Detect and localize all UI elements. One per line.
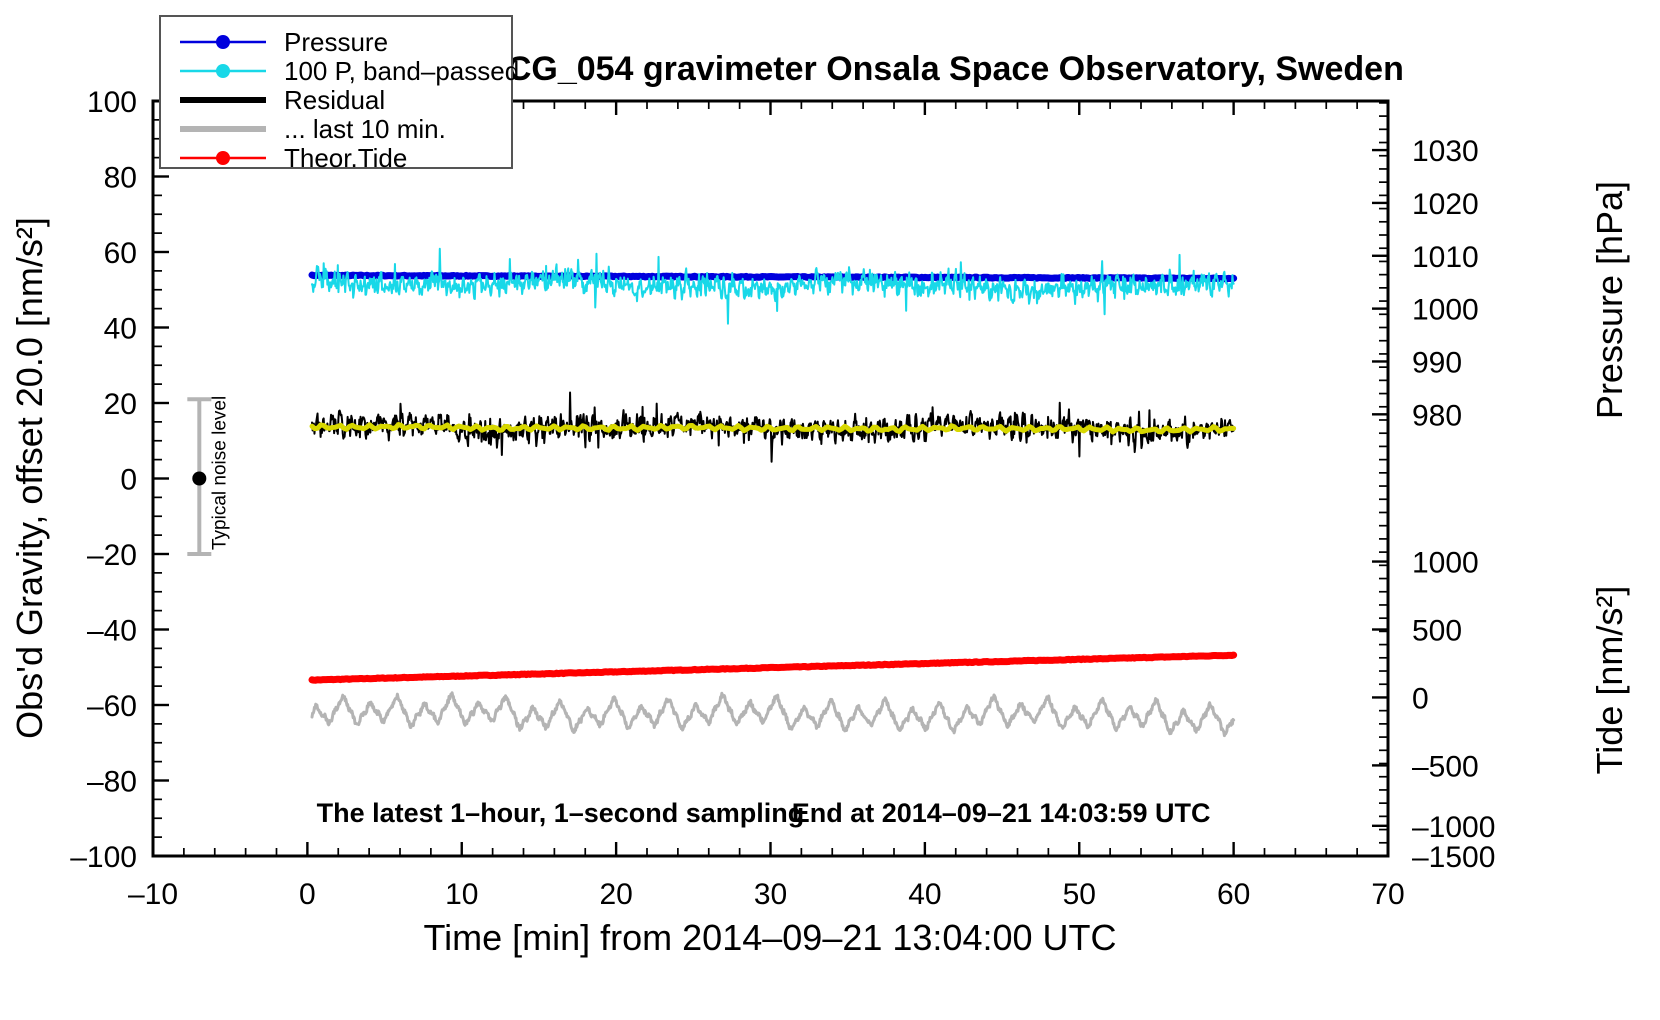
x-tick-label: 60 <box>1217 878 1250 911</box>
pressure-tick-label: 1020 <box>1412 188 1479 221</box>
tide-tick-label: 1000 <box>1412 547 1479 580</box>
y-tick-label: –60 <box>87 690 137 723</box>
plot-annotations: Typical noise level The latest 1–hour, 1–… <box>187 396 1210 828</box>
tide-tick-label: –1500 <box>1412 841 1495 874</box>
legend-item-last-10-min[interactable]: ... last 10 min. <box>180 114 446 144</box>
legend-label: ... last 10 min. <box>284 114 446 144</box>
y-tick-label: 0 <box>120 464 137 497</box>
x-tick-label: 70 <box>1371 878 1404 911</box>
tide-tick-label: –500 <box>1412 750 1479 783</box>
100-p-band-passed-trace <box>311 247 1235 325</box>
noise-level-label: Typical noise level <box>209 396 230 550</box>
right-axis-ticks: 1030 1020 1010 1000 990 980 1000 500 0 –500 –1000–… <box>1372 102 1495 874</box>
y-tick-label: –100 <box>70 841 137 874</box>
legend-item-residual[interactable]: Residual <box>180 85 385 115</box>
y-axis-ticks: –100 –80 –60 –40 –20 0 20 40 60 80 100 <box>70 86 169 874</box>
y-tick-label: 100 <box>87 86 137 119</box>
theor-tide-trace <box>308 651 1238 684</box>
tide-tick-label: 500 <box>1412 615 1462 648</box>
legend-marker <box>216 64 230 78</box>
legend-marker <box>216 151 230 165</box>
tide-tick-label: 0 <box>1412 682 1429 715</box>
tide-tick-label: –1000 <box>1412 811 1495 844</box>
x-tick-label: 20 <box>599 878 632 911</box>
legend-label: 100 P, band–passed <box>284 56 519 86</box>
pressure-tick-label: 1030 <box>1412 135 1479 168</box>
legend-marker <box>216 35 230 49</box>
sampling-note: The latest 1–hour, 1–second sampling <box>317 798 805 828</box>
pressure-tick-label: 990 <box>1412 346 1462 379</box>
y-axis-title-pressure: Pressure [hPa] <box>1589 181 1630 419</box>
residual-smoothed-trace <box>309 422 1237 435</box>
y-tick-label: 80 <box>104 162 137 195</box>
legend-item-100-p-band-passed[interactable]: 100 P, band–passed <box>180 56 519 86</box>
y-axis-title-tide: Tide [nm/s²] <box>1589 586 1630 775</box>
x-axis-ticks: –10 0 10 20 30 40 50 60 70 <box>128 101 1405 911</box>
y-tick-label: –40 <box>87 615 137 648</box>
plot-frame <box>151 99 1390 858</box>
x-tick-label: 50 <box>1063 878 1096 911</box>
y-tick-label: –20 <box>87 539 137 572</box>
residual-trace <box>311 391 1235 463</box>
y-tick-label: 40 <box>104 313 137 346</box>
pressure-tick-label: 980 <box>1412 399 1462 432</box>
y-tick-label: 60 <box>104 237 137 270</box>
y-axis-title-left: Obs'd Gravity, offset 20.0 [nm/s²] <box>9 217 50 739</box>
end-time-note: End at 2014–09–21 14:03:59 UTC <box>792 798 1211 828</box>
x-tick-label: 40 <box>908 878 941 911</box>
chart-title: SCG_054 gravimeter Onsala Space Observat… <box>484 50 1404 88</box>
legend-label: Residual <box>284 85 385 115</box>
legend-item-theor-tide[interactable]: Theor.Tide <box>180 143 407 173</box>
x-tick-label: 30 <box>754 878 787 911</box>
x-axis-title: Time [min] from 2014–09–21 13:04:00 UTC <box>423 917 1116 958</box>
pressure-tick-label: 1000 <box>1412 294 1479 327</box>
y-tick-label: 20 <box>104 388 137 421</box>
noise-bar-dot <box>192 471 207 486</box>
x-tick-label: 10 <box>445 878 478 911</box>
x-tick-label: –10 <box>128 878 178 911</box>
legend-label: Pressure <box>284 27 388 57</box>
pressure-trace <box>308 271 1238 283</box>
y-tick-label: –80 <box>87 766 137 799</box>
legend-label: Theor.Tide <box>284 143 407 173</box>
x-tick-label: 0 <box>299 878 316 911</box>
pressure-tick-label: 1010 <box>1412 241 1479 274</box>
data-traces <box>308 247 1238 738</box>
legend-item-pressure[interactable]: Pressure <box>180 27 388 57</box>
last-10-min-trace <box>310 691 1236 738</box>
